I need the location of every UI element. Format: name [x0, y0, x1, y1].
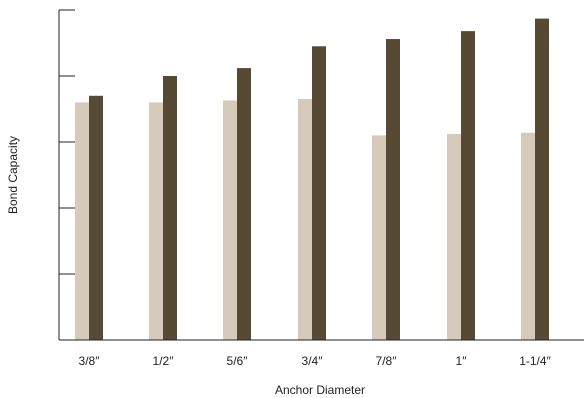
- bar-series2-6: [535, 18, 549, 341]
- bar-series2-1: [163, 76, 177, 340]
- y-ticks: [59, 9, 75, 341]
- axis-layer: [58, 10, 584, 341]
- x-tick-labels: 3/8″ 1/2″ 5/6″ 3/4″ 7/8″ 1″ 1-1/4″: [79, 354, 552, 368]
- x-tick-label-0: 3/8″: [79, 354, 101, 368]
- bar-series2-2: [237, 68, 251, 340]
- x-tick-label-3: 3/4″: [302, 354, 324, 368]
- bar-series1-1: [149, 102, 163, 341]
- bars-layer: [75, 18, 549, 341]
- y-axis-title: Bond Capacity: [6, 136, 20, 214]
- bar-series1-6: [521, 132, 535, 340]
- bar-series1-0: [75, 102, 89, 341]
- bar-series2-0: [89, 95, 103, 340]
- bar-series1-2: [223, 100, 237, 340]
- bar-series2-4: [386, 39, 400, 340]
- bar-series2-5: [461, 31, 475, 341]
- bar-series1-4: [372, 135, 386, 340]
- x-tick-label-5: 1″: [456, 354, 468, 368]
- bar-series2-3: [312, 46, 326, 341]
- x-axis-title: Anchor Diameter: [275, 383, 365, 397]
- x-tick-label-4: 7/8″: [376, 354, 398, 368]
- x-tick-label-2: 5/6″: [227, 354, 249, 368]
- x-tick-label-6: 1-1/4″: [519, 354, 551, 368]
- x-tick-label-1: 1/2″: [153, 354, 175, 368]
- bar-series1-5: [447, 134, 461, 340]
- bar-series1-3: [298, 99, 312, 340]
